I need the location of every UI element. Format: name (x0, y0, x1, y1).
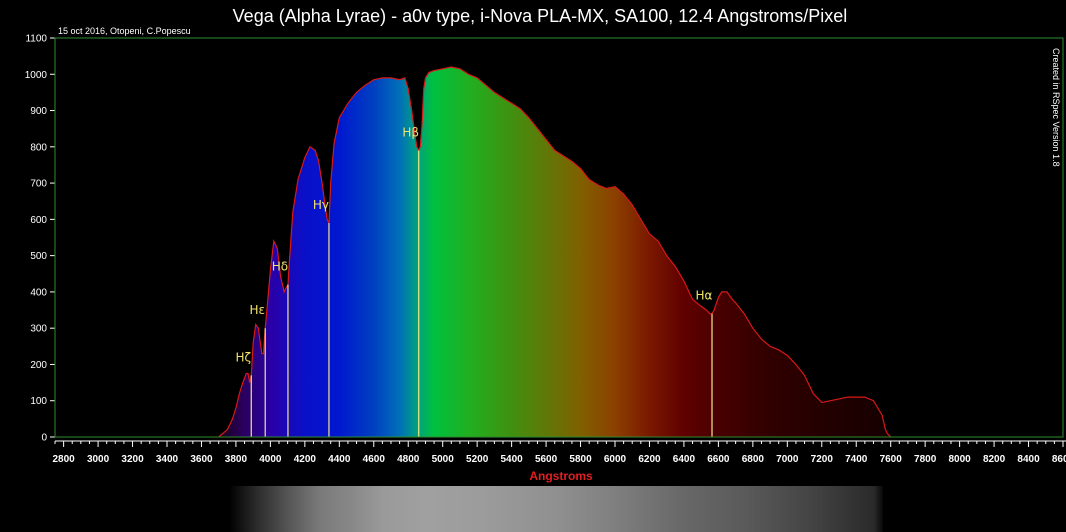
x-axis-label: Angstroms (529, 469, 593, 483)
x-tick-label: 4800 (397, 454, 420, 465)
plot-frame (54, 37, 1064, 438)
absorption-line-label: Hδ (272, 260, 288, 274)
y-tick-label: 500 (30, 251, 47, 262)
x-tick-label: 4000 (259, 454, 282, 465)
x-tick-label: 8000 (948, 454, 971, 465)
spectrum-curve-line (218, 66, 892, 438)
y-axis: 0 100 200 300 400 500 600 700 800 900 1000 1100 (25, 34, 56, 444)
y-tick-label: 300 (30, 324, 47, 335)
y-tick-label: 1100 (25, 34, 47, 45)
y-tick-label: 400 (30, 287, 47, 298)
absorption-lines: Hζ Hε Hδ Hγ Hβ Hα (235, 125, 713, 437)
x-tick-label: 7200 (811, 454, 834, 465)
software-credit: Created in RSpec Version 1.8 (1051, 48, 1061, 167)
absorption-line-label: Hε (249, 303, 265, 317)
x-tick-label: 8200 (983, 454, 1006, 465)
y-tick-label: 800 (30, 142, 47, 153)
x-tick-label: 6600 (707, 454, 730, 465)
x-tick-label: 5600 (535, 454, 558, 465)
y-tick-label: 1000 (25, 70, 48, 81)
y-tick-label: 200 (30, 360, 47, 371)
x-tick-label: 7600 (880, 454, 903, 465)
x-tick-label: 3800 (225, 454, 248, 465)
x-tick-label: 7000 (776, 454, 799, 465)
spectrum-curve (218, 66, 892, 438)
x-tick-label: 4400 (328, 454, 351, 465)
chart-title: Vega (Alpha Lyrae) - a0v type, i-Nova PL… (233, 6, 848, 26)
x-tick-label: 6000 (604, 454, 627, 465)
y-tick-label: 100 (30, 396, 47, 407)
spectrum-strip-image (230, 486, 883, 532)
x-axis: 2800 3000 3200 3400 3600 3800 4000 4200 4400 4600… (52, 440, 1066, 465)
x-tick-label: 4600 (363, 454, 386, 465)
x-tick-label: 2800 (52, 454, 75, 465)
y-tick-label: 600 (30, 215, 47, 226)
y-tick-label: 900 (30, 106, 47, 117)
x-tick-label: 8400 (1017, 454, 1040, 465)
x-tick-label: 6200 (638, 454, 661, 465)
x-tick-label: 3200 (121, 454, 144, 465)
x-tick-label: 5200 (466, 454, 489, 465)
x-tick-label: 3400 (156, 454, 179, 465)
x-tick-label: 7800 (914, 454, 937, 465)
x-tick-label: 3000 (87, 454, 110, 465)
x-tick-label: 6400 (673, 454, 696, 465)
x-tick-label: 5800 (569, 454, 592, 465)
absorption-line-label: Hβ (402, 125, 419, 139)
x-tick-label: 3600 (190, 454, 213, 465)
x-tick-label: 5000 (432, 454, 455, 465)
x-tick-label: 4200 (294, 454, 317, 465)
x-tick-label: 8600 (1052, 454, 1066, 465)
absorption-line-label: Hα (696, 289, 713, 303)
spectrum-fill (218, 67, 891, 437)
x-tick-label: 5400 (500, 454, 523, 465)
x-tick-label: 6800 (742, 454, 765, 465)
absorption-line-label: Hζ (235, 350, 251, 364)
spectrum-area (218, 67, 891, 437)
x-tick-label: 7400 (845, 454, 868, 465)
absorption-line-label: Hγ (313, 198, 329, 212)
y-tick-label: 700 (30, 179, 47, 190)
chart-subtitle: 15 oct 2016, Otopeni, C.Popescu (58, 26, 191, 36)
y-tick-label: 0 (41, 433, 47, 444)
